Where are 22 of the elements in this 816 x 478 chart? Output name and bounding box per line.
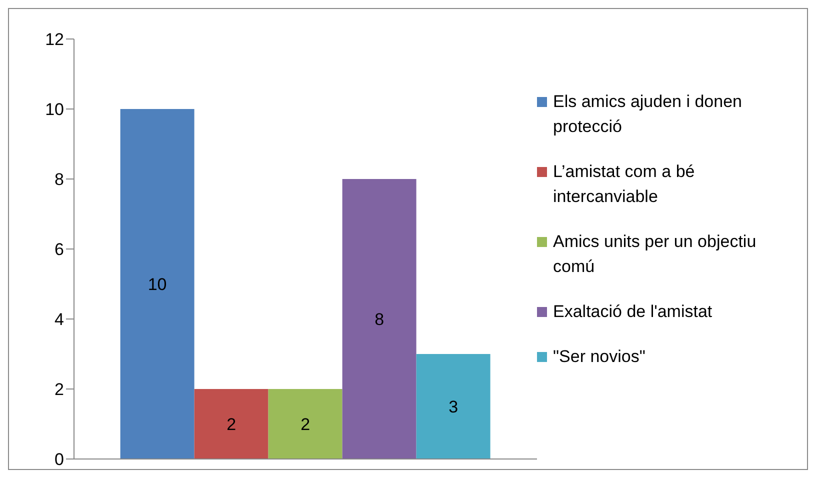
legend-label: "Ser novios" xyxy=(553,346,646,368)
y-tick-label: 12 xyxy=(45,30,64,50)
bar xyxy=(120,109,194,459)
bar xyxy=(342,179,416,459)
y-tick-label: 4 xyxy=(54,310,64,330)
legend-label: L’amistat com a bé intercanviable xyxy=(553,161,696,208)
legend-label: Amics units per un objectiu comú xyxy=(553,231,758,278)
data-label: 8 xyxy=(374,310,384,330)
data-label: 10 xyxy=(148,275,167,294)
y-tick-label: 2 xyxy=(54,380,64,400)
legend-label: Exaltació de l'amistat xyxy=(553,301,712,323)
y-tick-label: 8 xyxy=(54,170,64,190)
bar xyxy=(416,354,490,459)
bar xyxy=(194,389,268,459)
y-tick-label: 6 xyxy=(54,240,64,260)
data-label: 2 xyxy=(226,415,236,434)
data-label: 2 xyxy=(300,415,310,434)
y-tick-label: 10 xyxy=(45,100,64,120)
data-label: 3 xyxy=(448,398,458,417)
legend-label: Els amics ajuden i donen protecció xyxy=(553,91,744,138)
bar xyxy=(268,389,342,459)
y-tick-label: 0 xyxy=(54,450,64,470)
